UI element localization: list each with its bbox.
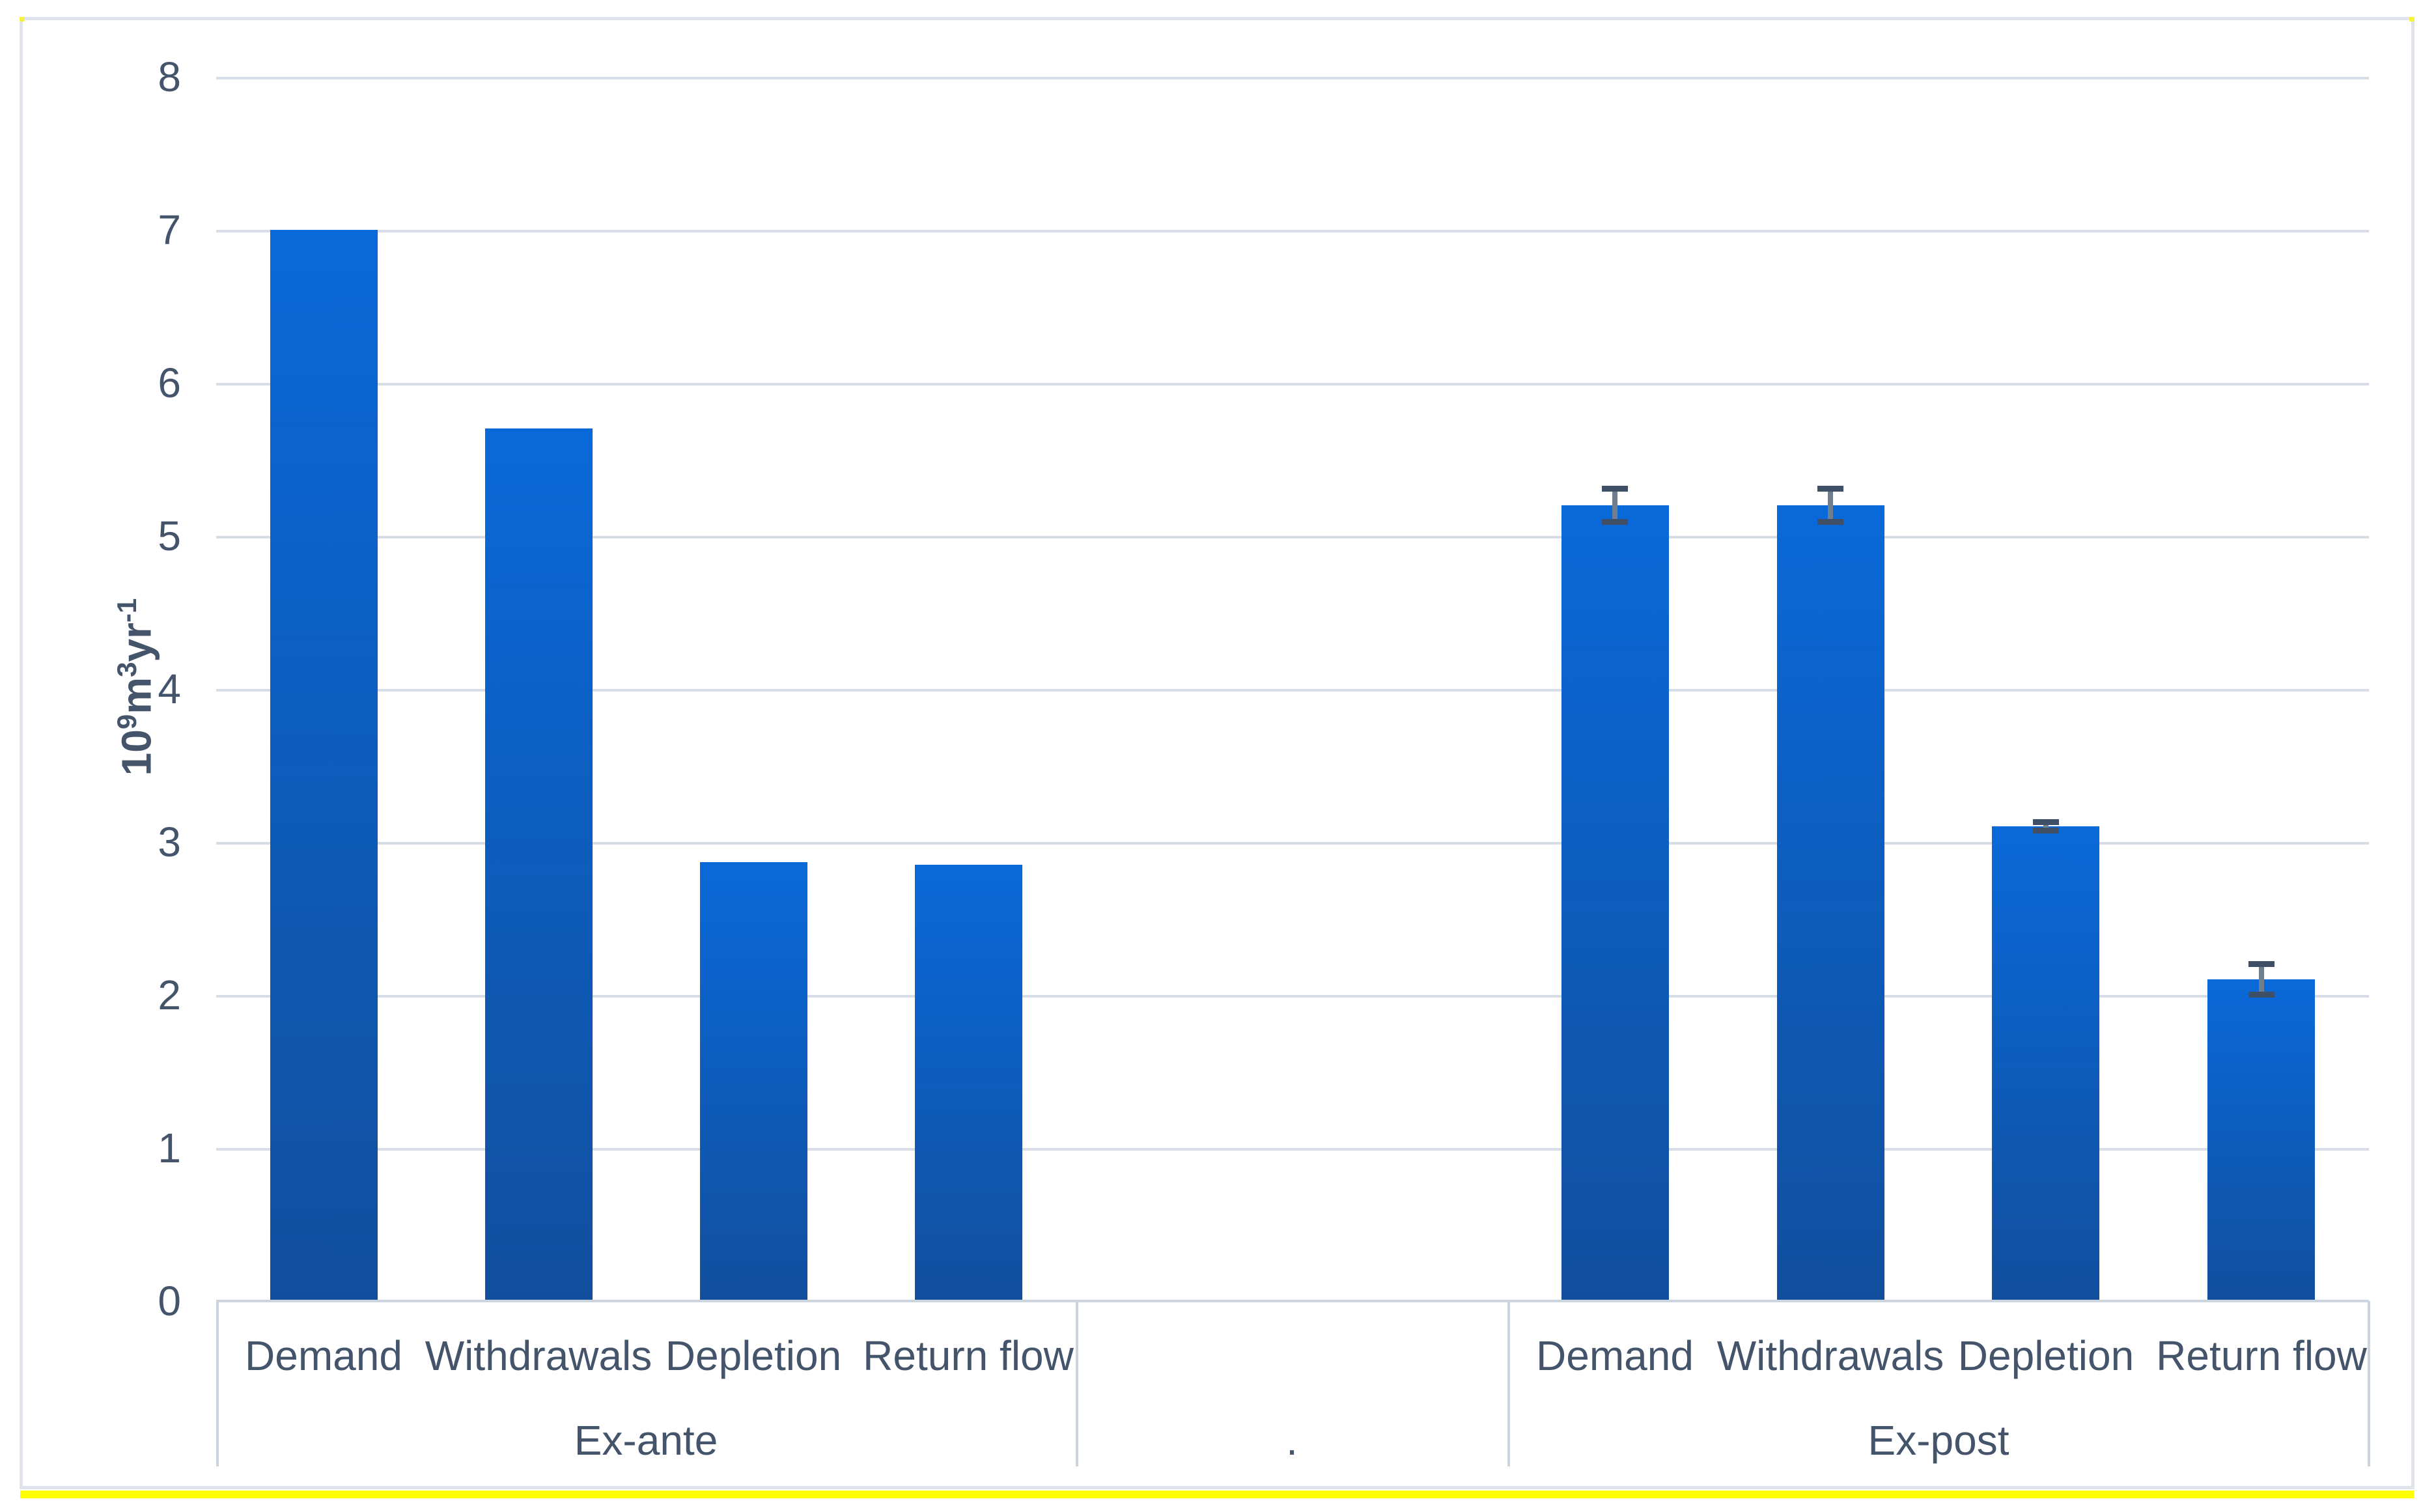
error-bar-cap-bottom bbox=[1817, 519, 1843, 525]
y-tick-label: 1 bbox=[158, 1125, 181, 1171]
bar-expost-return-flow bbox=[2207, 979, 2315, 1301]
category-separator bbox=[216, 1301, 219, 1466]
gridline bbox=[216, 77, 2369, 79]
category-separator bbox=[1507, 1301, 1510, 1466]
highlight-speck-left bbox=[20, 17, 25, 21]
gridline bbox=[216, 689, 2369, 692]
bar-exante-withdrawals bbox=[485, 428, 593, 1301]
gridline bbox=[216, 1148, 2369, 1151]
gridline bbox=[216, 995, 2369, 998]
y-tick-label: 6 bbox=[158, 359, 181, 406]
y-axis-title-text: yr bbox=[113, 623, 160, 662]
group-label: Ex-ante bbox=[574, 1417, 718, 1464]
category-label: Demand bbox=[245, 1332, 402, 1379]
error-bar bbox=[2033, 819, 2059, 833]
yellow-highlight bbox=[20, 1491, 2414, 1498]
plot-area bbox=[216, 77, 2369, 1301]
highlight-speck-right bbox=[2409, 17, 2415, 21]
y-tick-label: 7 bbox=[158, 206, 181, 253]
error-bar-cap-bottom bbox=[2248, 992, 2275, 998]
error-bar-stem bbox=[2043, 822, 2049, 831]
error-bar bbox=[2248, 961, 2275, 998]
bar-exante-return-flow bbox=[915, 865, 1022, 1301]
category-label: Withdrawals bbox=[1716, 1332, 1944, 1379]
error-bar-stem bbox=[1828, 488, 1833, 522]
y-axis-title-sup: 9 bbox=[111, 714, 142, 730]
y-tick-label: 3 bbox=[158, 819, 181, 865]
bar-exante-demand bbox=[270, 230, 378, 1301]
error-bar bbox=[1817, 486, 1843, 525]
group-label: Ex-post bbox=[1868, 1417, 2009, 1464]
bar-expost-depletion bbox=[1992, 826, 2099, 1301]
error-bar-cap-top bbox=[2248, 961, 2275, 967]
y-tick-label: 8 bbox=[158, 53, 181, 100]
category-separator bbox=[1076, 1301, 1078, 1466]
category-label: Return flow bbox=[863, 1332, 1074, 1379]
error-bar bbox=[1602, 486, 1628, 525]
x-axis-line bbox=[216, 1300, 2369, 1302]
y-tick-label: 5 bbox=[158, 512, 181, 559]
category-label: Return flow bbox=[2156, 1332, 2367, 1379]
category-separator bbox=[2368, 1301, 2370, 1466]
category-label: Withdrawals bbox=[425, 1332, 652, 1379]
bar-expost-withdrawals bbox=[1777, 505, 1884, 1301]
error-bar-cap-bottom bbox=[2033, 828, 2059, 833]
category-label: Depletion bbox=[1957, 1332, 2135, 1379]
error-bar-stem bbox=[2259, 964, 2264, 995]
category-label: Depletion bbox=[665, 1332, 842, 1379]
y-tick-label: 2 bbox=[158, 972, 181, 1018]
y-axis-title-text: 10 bbox=[113, 729, 160, 776]
bar-exante-depletion bbox=[700, 862, 807, 1301]
group-label: . bbox=[1286, 1417, 1298, 1464]
gridline bbox=[216, 230, 2369, 232]
y-tick-label: 4 bbox=[158, 665, 181, 712]
error-bar-cap-top bbox=[1602, 486, 1628, 492]
gridline bbox=[216, 383, 2369, 385]
y-tick-label: 0 bbox=[158, 1278, 181, 1324]
y-axis-title-sup: -1 bbox=[111, 598, 142, 623]
gridline bbox=[216, 536, 2369, 539]
category-label: Demand bbox=[1536, 1332, 1694, 1379]
error-bar-cap-bottom bbox=[1602, 519, 1628, 525]
error-bar-cap-top bbox=[1817, 486, 1843, 492]
error-bar-cap-top bbox=[2033, 819, 2059, 825]
error-bar-stem bbox=[1612, 488, 1617, 522]
gridline bbox=[216, 842, 2369, 845]
bar-expost-demand bbox=[1561, 505, 1669, 1301]
